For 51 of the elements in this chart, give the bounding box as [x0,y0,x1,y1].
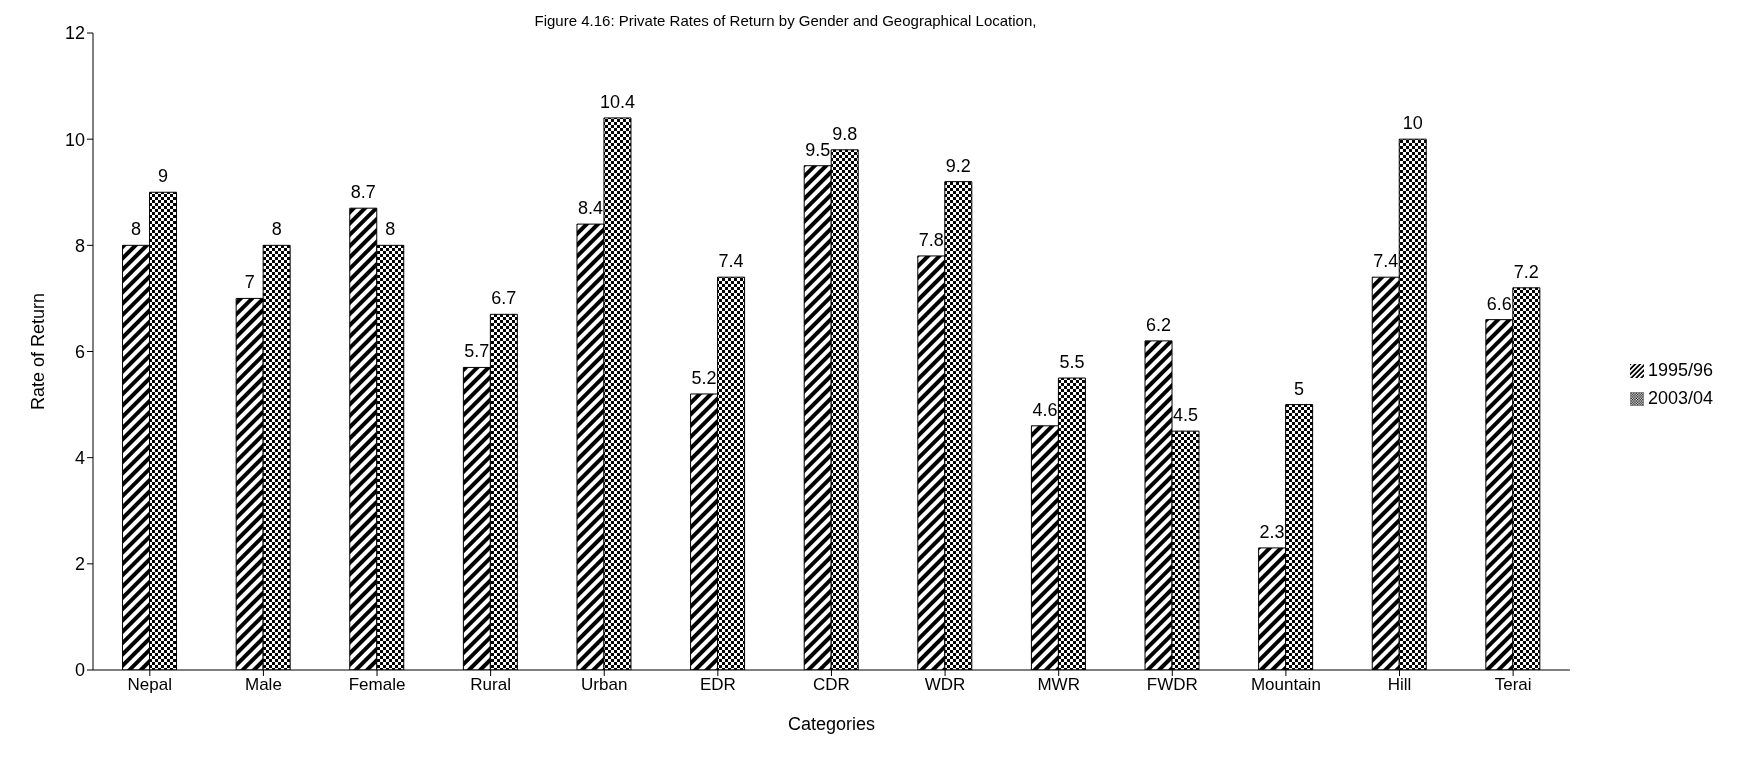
data-label: 10 [1402,113,1423,134]
data-label: 9.2 [945,155,971,176]
data-label: 9 [158,166,169,187]
data-label: 6.6 [1486,293,1512,314]
x-tick-label: Male [244,675,282,695]
data-label: 5.5 [1059,352,1085,373]
data-label: 5 [1294,378,1305,399]
x-tick-label: Urban [581,675,628,695]
y-axis-title: Rate of Return [28,292,49,411]
x-tick-label: Female [348,675,406,695]
data-label: 5.2 [691,367,717,388]
data-label: 4.6 [1032,399,1058,420]
y-tick-label: 2 [74,554,85,575]
data-label: 8 [131,219,142,240]
legend-label: 1995/96 [1647,360,1713,380]
data-label: 8 [385,219,396,240]
data-label: 9.8 [832,123,858,144]
data-label: 7.4 [718,251,744,272]
y-tick-label: 8 [74,235,85,256]
data-label: 9.5 [805,139,831,160]
data-label: 7 [244,272,255,293]
data-label: 7.2 [1513,261,1539,282]
data-label: 8.7 [350,182,376,203]
x-tick-label: FWDR [1146,675,1198,695]
data-label: 2.3 [1259,521,1285,542]
data-label: 4.5 [1173,405,1199,426]
x-tick-label: Rural [470,675,511,695]
data-label: 10.4 [599,91,635,112]
legend-label: 2003/04 [1647,388,1713,408]
data-label: 8.4 [577,198,603,219]
x-tick-label: CDR [813,675,850,695]
data-label: 7.8 [918,229,944,250]
x-tick-label: MWR [1037,675,1080,695]
y-tick-label: 12 [64,23,85,44]
data-label: 5.7 [464,341,490,362]
data-label: 7.4 [1373,251,1399,272]
y-tick-label: 6 [74,341,85,362]
x-tick-label: Mountain [1250,675,1321,695]
x-tick-label: EDR [699,675,736,695]
chart-title: Figure 4.16: Private Rates of Return by Gender and Geographical Location, [534,12,1037,29]
y-tick-label: 4 [74,448,85,469]
x-axis-title: Categories [787,714,875,734]
x-tick-label: Terai [1494,675,1532,695]
data-label: 6.2 [1146,314,1172,335]
data-label: 8 [271,219,282,240]
y-tick-label: 0 [74,660,85,681]
data-label: 6.7 [491,288,517,309]
x-tick-label: Nepal [127,675,173,695]
y-tick-label: 10 [64,129,85,150]
x-tick-label: WDR [924,675,966,695]
x-tick-label: Hill [1387,675,1412,695]
